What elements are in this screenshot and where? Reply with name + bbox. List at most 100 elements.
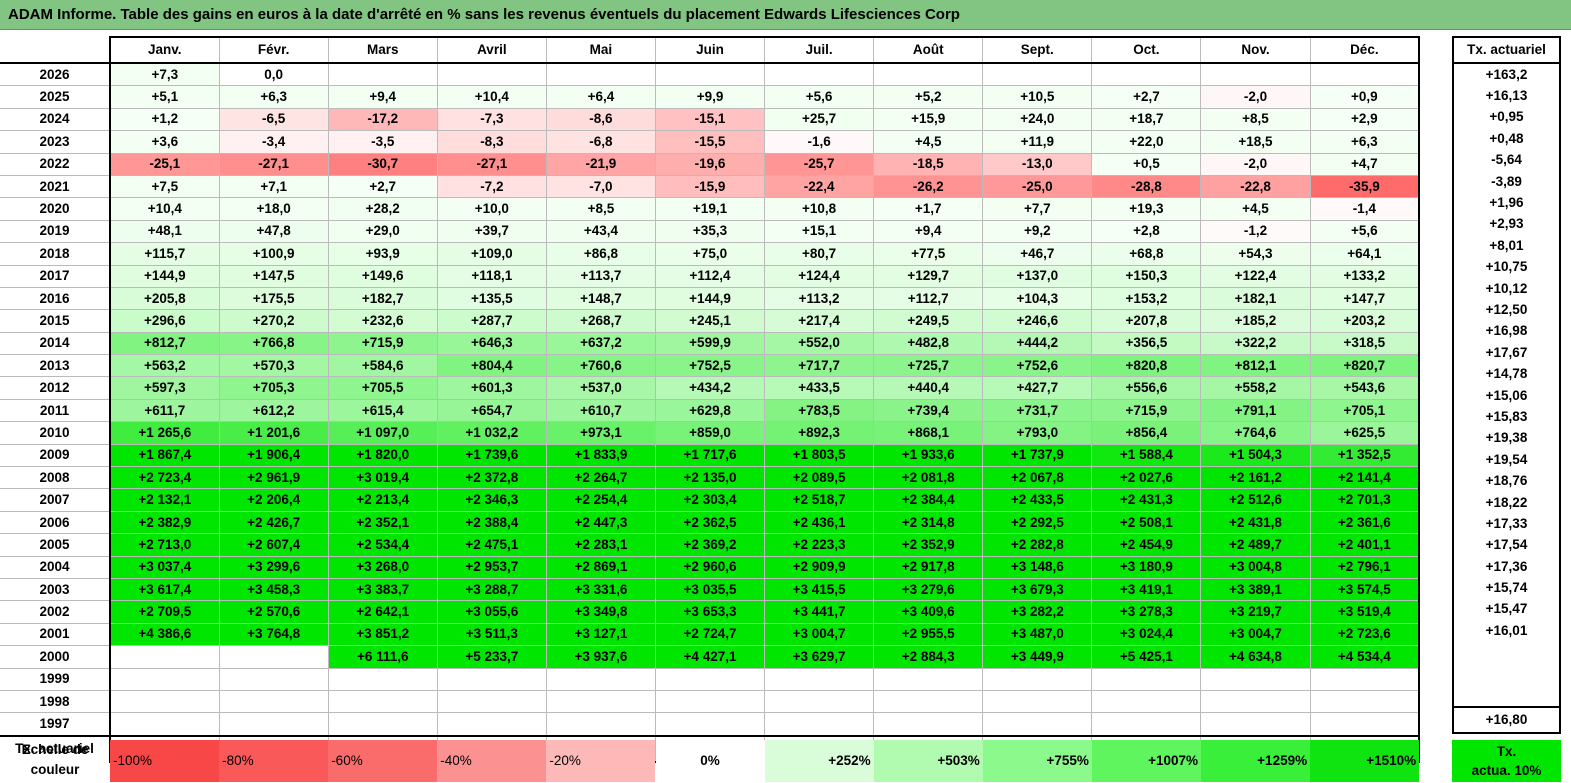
gain-cell: +1 201,6 (218, 421, 329, 445)
gain-cell: +109,0 (436, 242, 547, 266)
gain-cell: +86,8 (545, 242, 656, 266)
gain-cell: +112,4 (654, 265, 766, 288)
gain-cell: +2 161,2 (1200, 466, 1311, 490)
table-row: 2012 +597,3 +705,3 +705,5 +601,3 +537,0 +434,2… (0, 376, 1421, 400)
rate-cell: +0,95 (1452, 106, 1561, 129)
gain-cell: +144,9 (654, 287, 766, 311)
table-row: 2002 +2 709,5 +2 570,6 +2 642,1 +3 055,6 +3 3… (0, 600, 1421, 624)
gain-cell: +2 607,4 (218, 533, 329, 557)
gain-cell: +2 352,1 (327, 511, 438, 535)
gain-cell: +147,5 (218, 265, 329, 288)
gain-cell (982, 63, 1093, 87)
year-label: 2006 (0, 511, 111, 535)
report-title: ADAM Informe. Table des gains en euros à… (0, 0, 1571, 30)
gain-cell: +6,4 (545, 85, 656, 109)
gain-cell (1309, 668, 1421, 691)
gain-cell: +10,4 (436, 85, 547, 109)
gain-cell: +3 019,4 (327, 466, 438, 490)
gain-cell: 0,0 (218, 63, 329, 87)
gain-cell (982, 690, 1093, 714)
gain-cell: +3 764,8 (218, 623, 329, 647)
gain-cell: +793,0 (982, 421, 1093, 445)
gain-cell: +597,3 (108, 376, 220, 400)
gain-cell: +1 588,4 (1091, 444, 1202, 468)
table-row: 2013 +563,2 +570,3 +584,6 +804,4 +760,6 +752,5… (0, 354, 1421, 378)
gain-cell (873, 690, 984, 714)
gain-cell (436, 668, 547, 691)
rate-cell: +16,01 (1452, 620, 1561, 642)
table-row: 2015 +296,6 +270,2 +232,6 +287,7 +268,7 +245,1… (0, 309, 1421, 333)
year-label: 2023 (0, 130, 111, 154)
gain-cell: +2 213,4 (327, 488, 438, 512)
rate-cell: +17,36 (1452, 555, 1561, 578)
year-label: 2017 (0, 265, 111, 288)
gain-cell: +9,2 (982, 220, 1093, 244)
gains-table: Janv. Févr. Mars Avril Mai Juin Juil. Août Sept.… (0, 36, 1421, 763)
gain-cell: +182,7 (327, 287, 438, 311)
gain-cell: +1 265,6 (108, 421, 220, 445)
gain-cell: +2 489,7 (1200, 533, 1311, 557)
year-label: 2014 (0, 332, 111, 356)
gain-cell: -13,0 (982, 153, 1093, 176)
gain-cell: +1 504,3 (1200, 444, 1311, 468)
gain-cell: +24,0 (982, 108, 1093, 132)
gain-cell: -18,5 (873, 153, 984, 176)
gain-cell: +10,0 (436, 197, 547, 221)
gain-cell: +3 288,7 (436, 578, 547, 602)
gain-cell: +2 206,4 (218, 488, 329, 512)
gain-cell: +1 820,0 (327, 444, 438, 468)
gain-cell: +10,5 (982, 85, 1093, 109)
gain-cell: +2 431,3 (1091, 488, 1202, 512)
rate-cell: +15,06 (1452, 384, 1561, 407)
rate-cell: +12,50 (1452, 299, 1561, 321)
gain-cell: +2 346,3 (436, 488, 547, 512)
gain-cell: +54,3 (1200, 242, 1311, 266)
table-row: 1997 (0, 712, 1421, 737)
gain-cell: +39,7 (436, 220, 547, 244)
gain-cell: +2 223,3 (764, 533, 875, 557)
gain-cell: +147,7 (1309, 287, 1421, 311)
gain-cell: +144,9 (108, 265, 220, 288)
gain-cell (1091, 712, 1202, 737)
gain-cell (108, 690, 220, 714)
gain-cell: +3 219,7 (1200, 600, 1311, 624)
gain-cell: +2 352,9 (873, 533, 984, 557)
gain-cell: +705,3 (218, 376, 329, 400)
rate-row: +0,48 (1452, 128, 1561, 150)
gain-cell: +3 419,1 (1091, 578, 1202, 602)
rate-cell: +14,78 (1452, 363, 1561, 385)
gain-cell (327, 690, 438, 714)
gain-cell: +18,5 (1200, 130, 1311, 154)
year-label: 2016 (0, 287, 111, 311)
month-header: Févr. (218, 36, 329, 64)
gain-cell: +0,9 (1309, 85, 1421, 109)
gain-cell: +868,1 (873, 421, 984, 445)
rate-tx-row: +16,80 (1452, 705, 1561, 734)
gain-cell: +2 283,1 (545, 533, 656, 557)
gain-cell: +2 426,7 (218, 511, 329, 535)
year-label: 2003 (0, 578, 111, 602)
gain-cell: +973,1 (545, 421, 656, 445)
gain-cell: +2 454,9 (1091, 533, 1202, 557)
gain-cell: +5,2 (873, 85, 984, 109)
gain-cell: -22,4 (764, 175, 875, 199)
table-row: 2000 +6 111,6 +5 233,7 +3 937,6 +4 427,1 +3 6… (0, 645, 1421, 669)
gain-cell: +2 518,7 (764, 488, 875, 512)
rate-row: +10,75 (1452, 256, 1561, 278)
rate-cell: +17,67 (1452, 342, 1561, 364)
rate-row: +15,47 (1452, 598, 1561, 621)
gain-cell: +113,2 (764, 287, 875, 311)
gain-cell: +812,1 (1200, 354, 1311, 378)
scale-step: -80% (219, 740, 329, 782)
gain-cell: +2 709,5 (108, 600, 220, 624)
rate-cell: +8,01 (1452, 235, 1561, 257)
gain-cell: +18,7 (1091, 108, 1202, 132)
month-header: Avril (436, 36, 547, 64)
gain-cell: +4,5 (1200, 197, 1311, 221)
gain-cell: +2 884,3 (873, 645, 984, 669)
gain-cell: +552,0 (764, 332, 875, 356)
gain-cell: +3 127,1 (545, 623, 656, 647)
year-label: 1997 (0, 712, 111, 737)
gain-cell: +118,1 (436, 265, 547, 288)
gain-cell: +1,2 (108, 108, 220, 132)
